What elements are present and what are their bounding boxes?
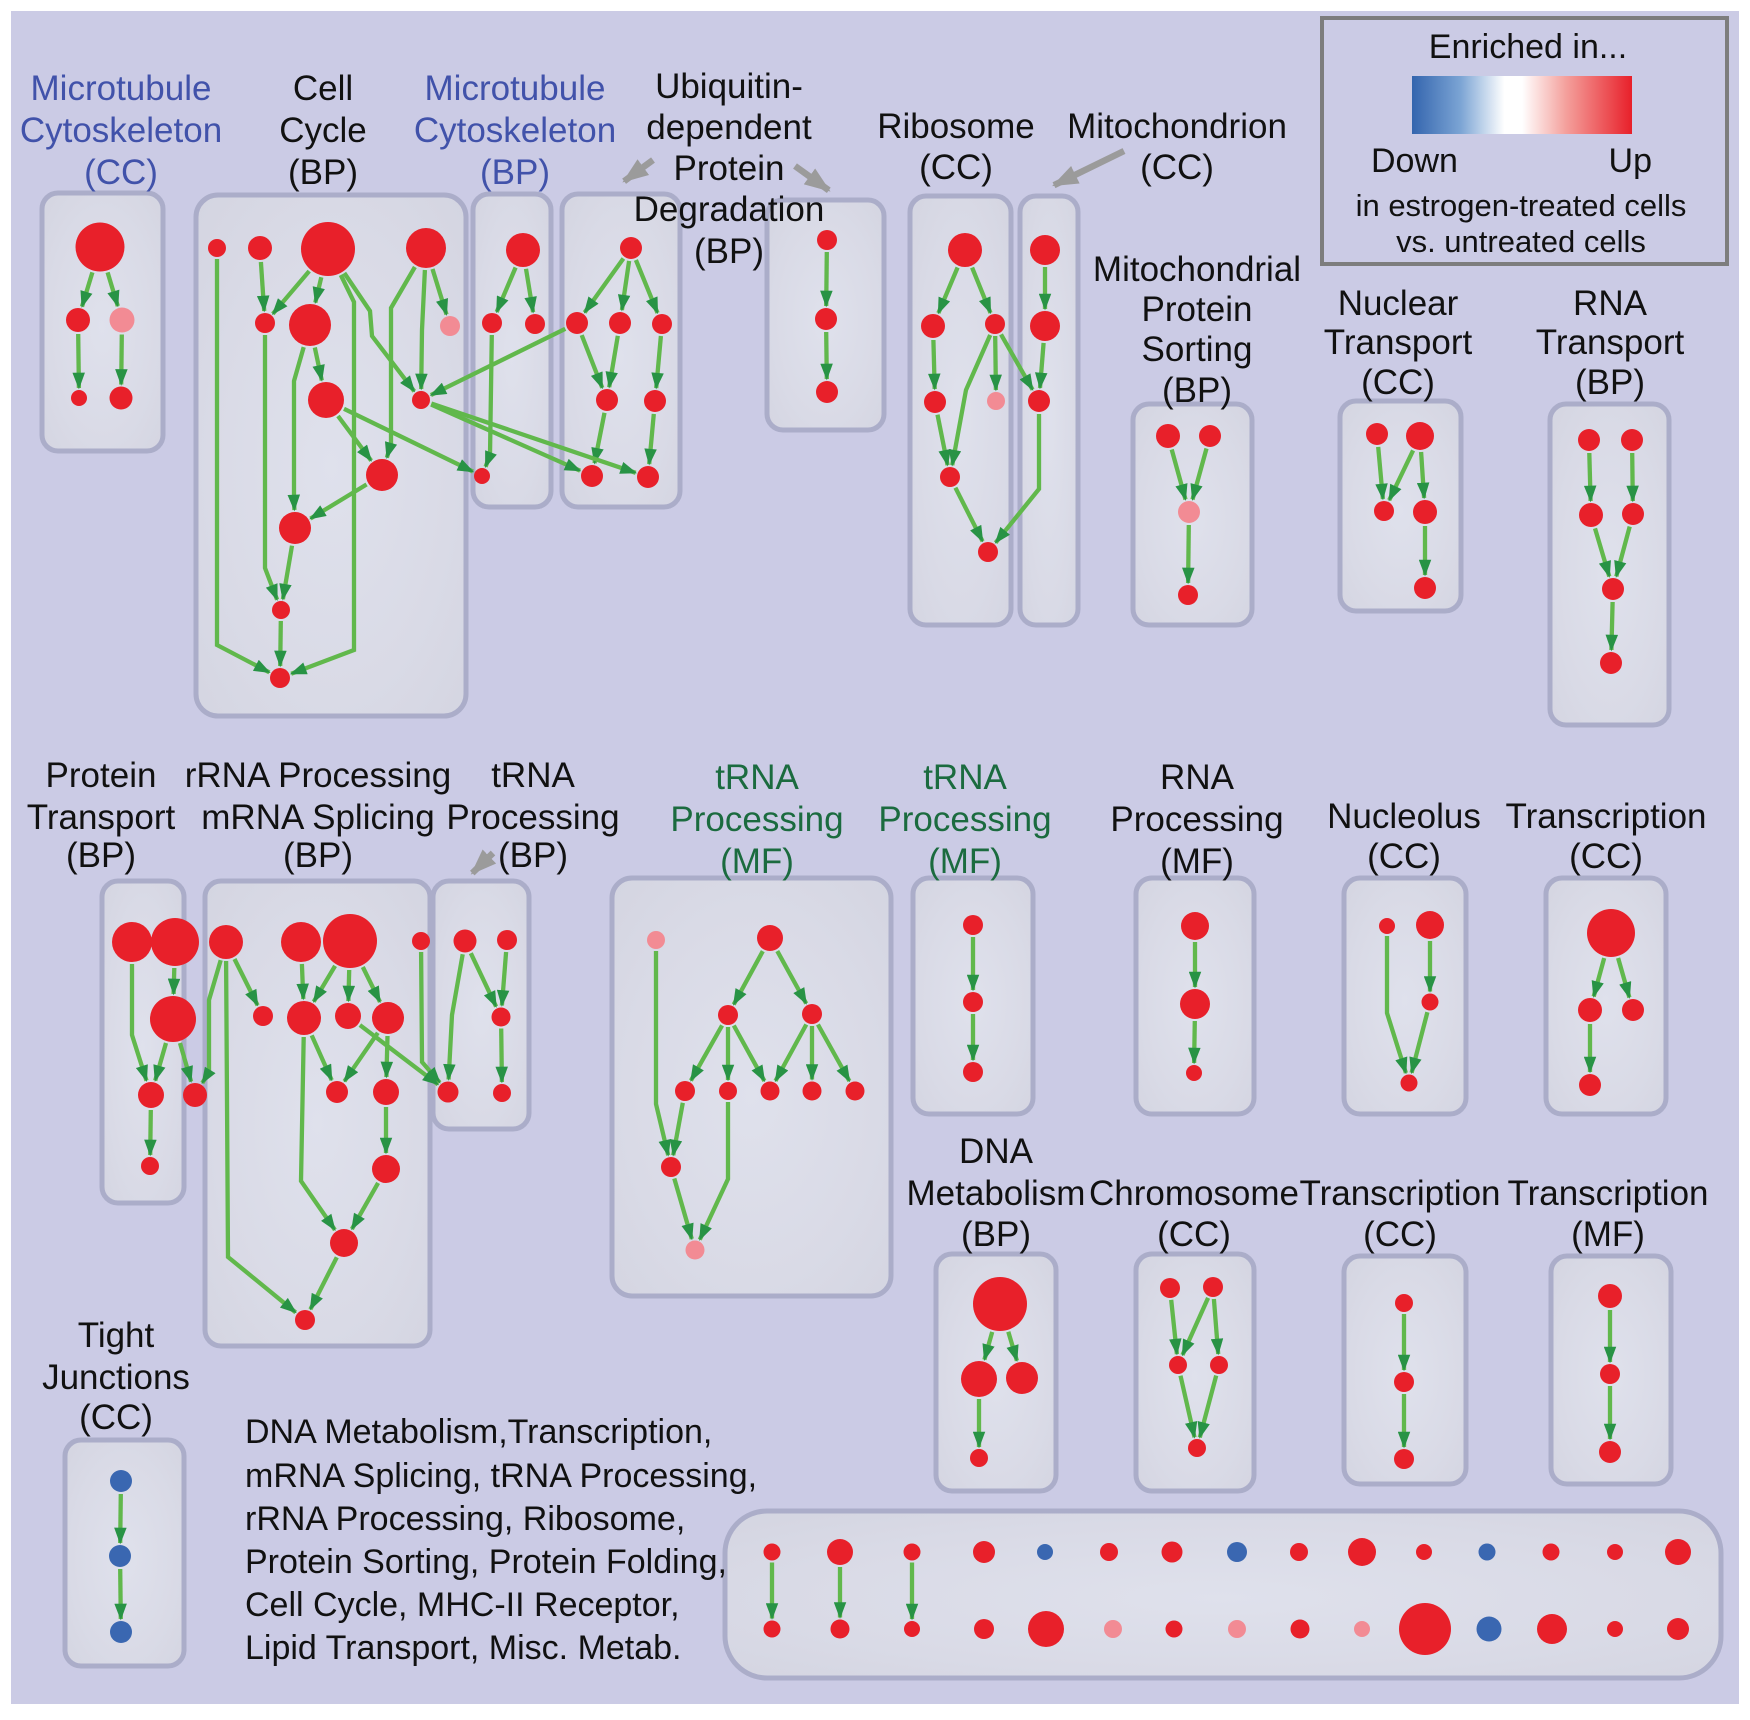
svg-text:Degradation: Degradation xyxy=(634,190,825,229)
svg-text:Processing: Processing xyxy=(878,800,1051,839)
svg-text:rRNA Processing: rRNA Processing xyxy=(185,756,451,795)
svg-text:dependent: dependent xyxy=(646,108,812,147)
svg-text:Processing: Processing xyxy=(670,800,843,839)
svg-text:vs. untreated cells: vs. untreated cells xyxy=(1396,224,1646,259)
svg-text:Nucleolus: Nucleolus xyxy=(1327,797,1481,836)
svg-text:RNA: RNA xyxy=(1160,758,1235,797)
svg-text:Cell Cycle, MHC-II Receptor,: Cell Cycle, MHC-II Receptor, xyxy=(245,1586,680,1624)
svg-text:Mitochondrion: Mitochondrion xyxy=(1067,107,1287,146)
svg-text:Cytoskeleton: Cytoskeleton xyxy=(414,111,616,150)
svg-text:(BP): (BP) xyxy=(498,836,568,875)
svg-text:(CC): (CC) xyxy=(1140,148,1214,187)
svg-text:(MF): (MF) xyxy=(1571,1215,1645,1254)
svg-text:Processing: Processing xyxy=(446,798,619,837)
svg-text:(CC): (CC) xyxy=(1363,1215,1437,1254)
svg-text:Junctions: Junctions xyxy=(42,1358,190,1397)
svg-text:(BP): (BP) xyxy=(283,836,353,875)
svg-text:Transport: Transport xyxy=(1536,323,1685,362)
svg-text:mRNA Splicing: mRNA Splicing xyxy=(201,798,434,837)
svg-text:Enriched in...: Enriched in... xyxy=(1429,28,1627,66)
svg-text:(MF): (MF) xyxy=(928,842,1002,881)
svg-text:Nuclear: Nuclear xyxy=(1338,284,1459,323)
svg-text:(CC): (CC) xyxy=(1569,837,1643,876)
svg-text:(CC): (CC) xyxy=(919,148,993,187)
svg-text:Protein: Protein xyxy=(1142,290,1253,329)
svg-text:tRNA: tRNA xyxy=(491,756,575,795)
svg-text:(CC): (CC) xyxy=(79,1398,153,1437)
svg-text:DNA: DNA xyxy=(959,1132,1034,1171)
svg-text:Mitochondrial: Mitochondrial xyxy=(1093,250,1301,289)
svg-text:Metabolism: Metabolism xyxy=(907,1174,1086,1213)
svg-text:Lipid Transport, Misc. Metab.: Lipid Transport, Misc. Metab. xyxy=(245,1629,682,1667)
svg-text:tRNA: tRNA xyxy=(715,758,799,797)
svg-text:Cytoskeleton: Cytoskeleton xyxy=(20,111,222,150)
svg-text:(CC): (CC) xyxy=(1157,1215,1231,1254)
svg-text:(BP): (BP) xyxy=(961,1215,1031,1254)
svg-text:Transcription: Transcription xyxy=(1300,1174,1501,1213)
svg-text:(BP): (BP) xyxy=(480,153,550,192)
svg-text:mRNA Splicing, tRNA Processing: mRNA Splicing, tRNA Processing, xyxy=(245,1457,757,1495)
svg-text:(CC): (CC) xyxy=(84,153,158,192)
svg-text:(CC): (CC) xyxy=(1367,837,1441,876)
svg-text:Transport: Transport xyxy=(27,798,176,837)
svg-text:Cell: Cell xyxy=(293,69,353,108)
svg-text:(BP): (BP) xyxy=(694,232,764,271)
svg-text:(MF): (MF) xyxy=(1160,842,1234,881)
svg-text:(BP): (BP) xyxy=(66,836,136,875)
svg-text:Protein: Protein xyxy=(46,756,157,795)
svg-text:Microtubule: Microtubule xyxy=(31,69,212,108)
svg-text:(CC): (CC) xyxy=(1361,363,1435,402)
svg-text:Ribosome: Ribosome xyxy=(877,107,1035,146)
svg-text:Protein: Protein xyxy=(674,149,785,188)
svg-text:tRNA: tRNA xyxy=(923,758,1007,797)
svg-text:(BP): (BP) xyxy=(1575,363,1645,402)
svg-text:Ubiquitin-: Ubiquitin- xyxy=(655,67,803,106)
svg-text:Cycle: Cycle xyxy=(279,111,367,150)
svg-text:in estrogen-treated cells: in estrogen-treated cells xyxy=(1356,188,1687,223)
svg-text:Transport: Transport xyxy=(1324,323,1473,362)
svg-text:RNA: RNA xyxy=(1573,284,1648,323)
svg-text:Protein Sorting, Protein Foldi: Protein Sorting, Protein Folding, xyxy=(245,1543,727,1581)
svg-text:DNA Metabolism,Transcription,: DNA Metabolism,Transcription, xyxy=(245,1413,712,1451)
svg-text:Transcription: Transcription xyxy=(1506,797,1707,836)
svg-text:Tight: Tight xyxy=(78,1316,155,1355)
svg-text:(BP): (BP) xyxy=(1162,371,1232,410)
svg-text:Up: Up xyxy=(1609,142,1652,180)
svg-text:Transcription: Transcription xyxy=(1508,1174,1709,1213)
svg-text:Microtubule: Microtubule xyxy=(425,69,606,108)
svg-text:Sorting: Sorting xyxy=(1142,330,1253,369)
svg-text:Chromosome: Chromosome xyxy=(1089,1174,1299,1213)
svg-text:Down: Down xyxy=(1371,142,1458,180)
svg-text:rRNA Processing, Ribosome,: rRNA Processing, Ribosome, xyxy=(245,1500,685,1538)
svg-text:(MF): (MF) xyxy=(720,842,794,881)
svg-text:Processing: Processing xyxy=(1110,800,1283,839)
svg-text:(BP): (BP) xyxy=(288,153,358,192)
